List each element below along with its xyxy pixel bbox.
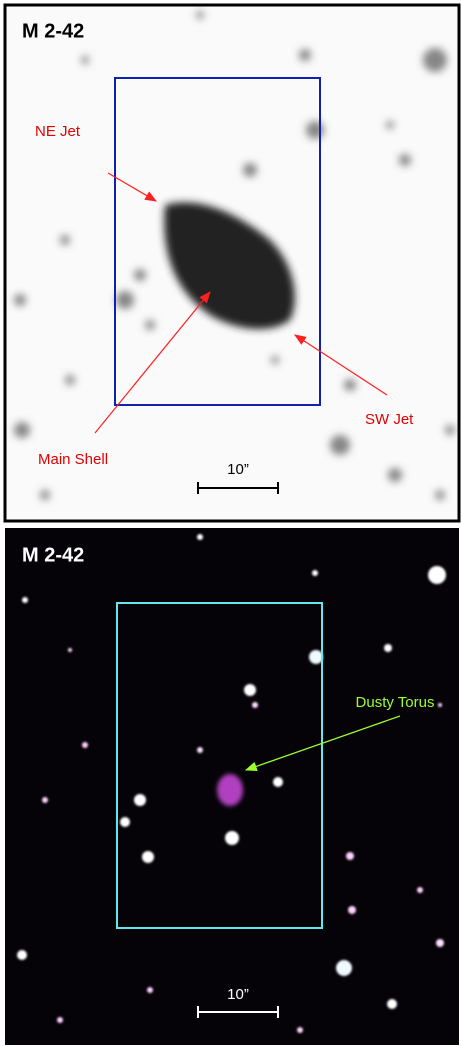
star: [344, 379, 356, 391]
star: [147, 987, 153, 993]
star: [116, 291, 134, 309]
star: [197, 747, 203, 753]
star: [346, 852, 354, 860]
star: [336, 960, 352, 976]
star: [196, 11, 204, 19]
star: [14, 294, 26, 306]
star: [348, 906, 356, 914]
region-box: [114, 77, 321, 406]
arrow: [94, 291, 211, 434]
star: [428, 566, 446, 584]
arrow: [244, 715, 401, 771]
star: [42, 797, 48, 803]
background-stars: [17, 534, 446, 1033]
star: [312, 570, 318, 576]
star: [243, 163, 257, 177]
star: [399, 154, 411, 166]
optical-panel: M 2-42 NE Jet Main Shell SW Jet 10”: [3, 3, 461, 523]
star: [225, 831, 239, 845]
star: [388, 468, 402, 482]
scale-label: 10”: [227, 461, 249, 478]
star: [82, 742, 88, 748]
star: [423, 48, 447, 72]
star: [22, 597, 28, 603]
star: [297, 1027, 303, 1033]
infrared-panel: M 2-42 Dusty Torus 10”: [5, 528, 459, 1045]
star: [81, 56, 89, 64]
star: [387, 999, 397, 1009]
star: [306, 121, 324, 139]
label: Main Shell: [38, 451, 108, 468]
label: SW Jet: [365, 411, 414, 428]
star: [252, 702, 258, 708]
star: [134, 269, 146, 281]
star: [417, 887, 423, 893]
star: [386, 121, 394, 129]
label: NE Jet: [35, 123, 81, 140]
star: [330, 435, 350, 455]
nebula: [164, 202, 295, 330]
star: [244, 684, 256, 696]
star: [65, 375, 75, 385]
star: [120, 817, 130, 827]
star: [14, 422, 30, 438]
star: [145, 320, 155, 330]
star: [40, 490, 50, 500]
scale-bar: [197, 482, 279, 494]
star: [435, 490, 445, 500]
scale-bar: [197, 1006, 279, 1018]
arrow: [293, 334, 388, 396]
star: [438, 703, 442, 707]
star: [299, 49, 311, 61]
star: [436, 939, 444, 947]
star: [134, 794, 146, 806]
panel-title: M 2-42: [22, 20, 84, 42]
star: [60, 235, 70, 245]
star: [309, 650, 323, 664]
star: [142, 851, 154, 863]
dusty-torus: [217, 774, 243, 806]
scale-label: 10”: [227, 986, 249, 1003]
star: [197, 534, 203, 540]
label: Dusty Torus: [356, 694, 435, 711]
region-box: [116, 602, 323, 929]
panel-title: M 2-42: [22, 544, 84, 566]
star: [384, 644, 392, 652]
star: [68, 648, 72, 652]
star: [271, 356, 279, 364]
star: [17, 950, 27, 960]
star: [273, 777, 283, 787]
background-stars: [14, 11, 455, 500]
star: [57, 1017, 63, 1023]
star: [445, 425, 455, 435]
arrow: [107, 172, 158, 202]
